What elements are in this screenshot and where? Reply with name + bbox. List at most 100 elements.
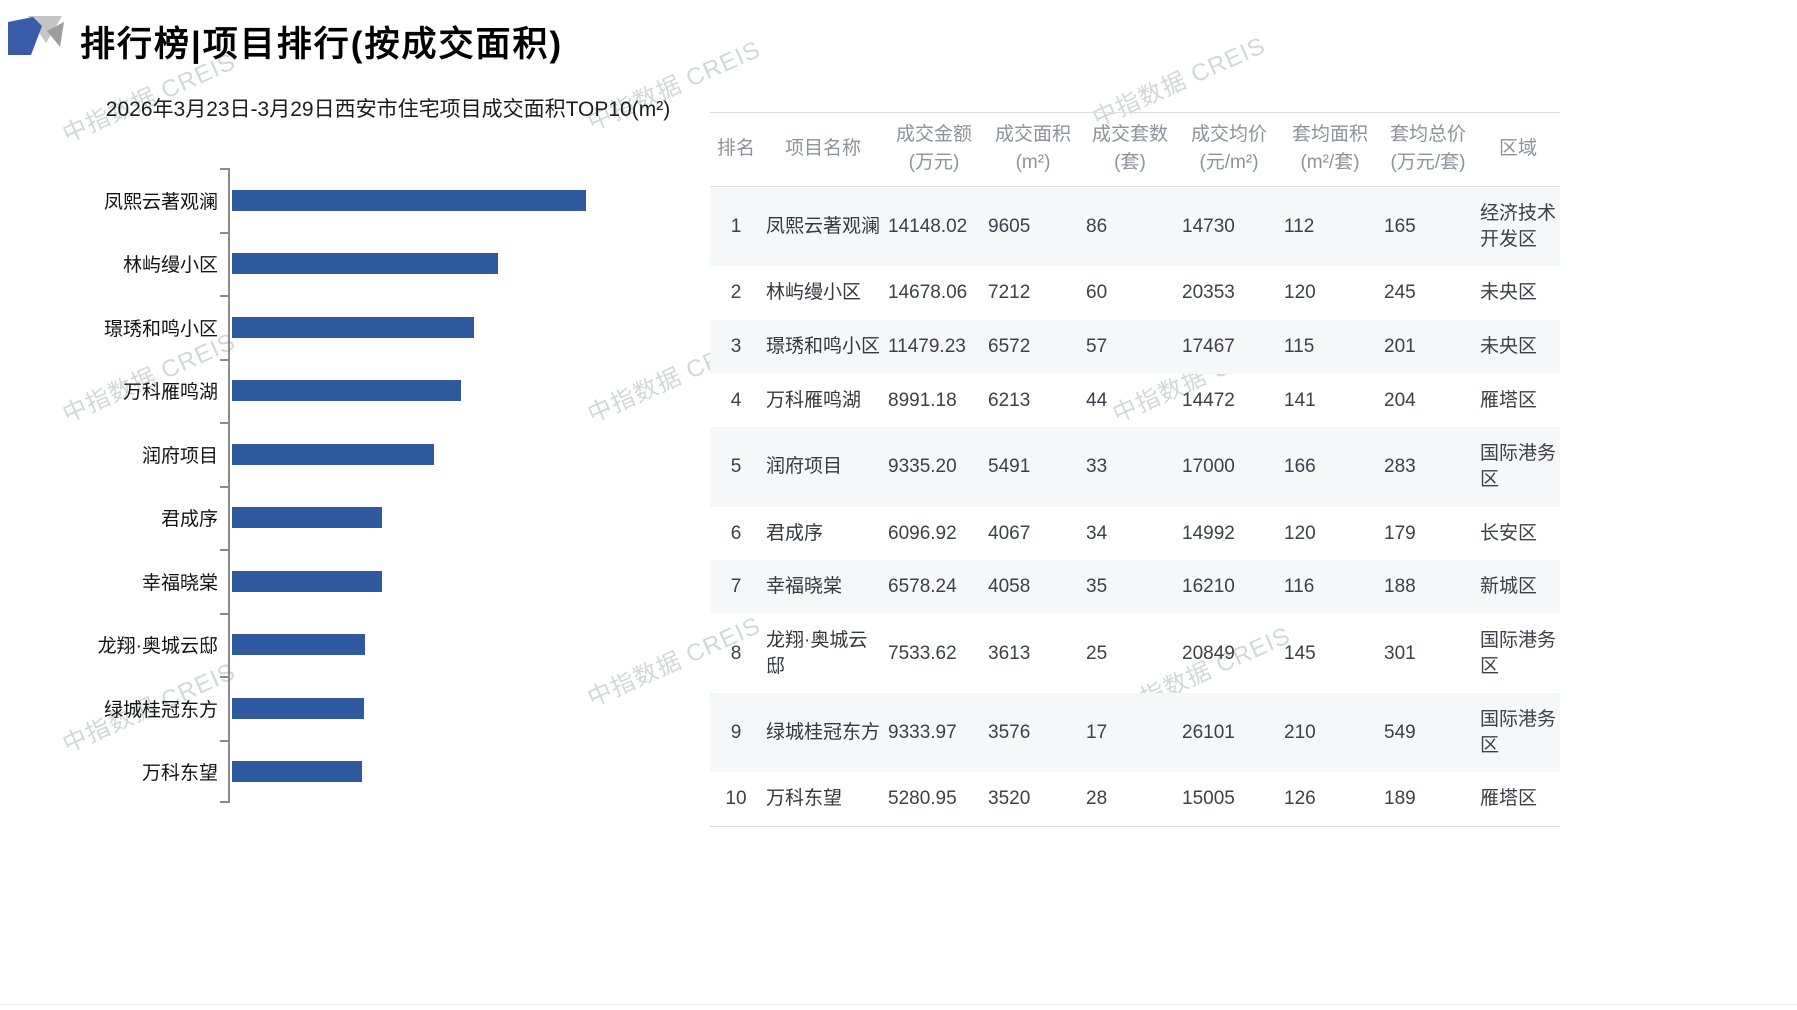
- table-cell: 14148.02: [884, 186, 984, 267]
- table-cell: 8: [730, 642, 742, 664]
- chart-category-row: 万科东望: [68, 740, 708, 804]
- table-row: 6 君成序 6096.92 4067 34 14992 120 179 长安区: [710, 507, 1560, 561]
- bar-track: [232, 380, 586, 402]
- table-cell: 9335.20: [884, 427, 984, 507]
- table-cell: 5: [710, 427, 762, 507]
- chart-category-row: 君成序: [68, 486, 708, 550]
- table-cell: 6572: [984, 320, 1082, 374]
- table-cell: 14730: [1178, 186, 1280, 267]
- chart-plot-area: 凤熙云著观澜 林屿缦小区 璟琇和鸣小区 万科雁鸣湖 润府项目 君成序 幸福晓棠 龙翔·奥城云邸…: [68, 168, 708, 804]
- chart-category-row: 绿城桂冠东方: [68, 676, 708, 740]
- table-cell: 145: [1284, 642, 1316, 664]
- axis-tick: [220, 676, 228, 679]
- table-cell: 凤熙云著观澜: [762, 186, 884, 267]
- creis-logo-icon: [8, 16, 64, 55]
- bar-track: [232, 316, 586, 338]
- table-cell: 1: [710, 186, 762, 267]
- table-row: 5 润府项目 9335.20 5491 33 17000 166 283 国际港务区: [710, 427, 1560, 507]
- table-cell: 14678.06: [888, 282, 968, 304]
- category-label: 万科雁鸣湖: [122, 382, 218, 404]
- table-cell: 龙翔·奥城云邸: [766, 629, 868, 677]
- table-cell: 283: [1380, 427, 1476, 507]
- bar-track: [232, 507, 586, 529]
- table-cell: 11479.23: [884, 320, 984, 374]
- table-header-cell: 排名: [710, 111, 762, 188]
- table-header-cell: 成交均价 (元/m²): [1178, 111, 1280, 188]
- bar: [232, 634, 366, 656]
- table-cell: 9333.97: [884, 693, 984, 773]
- table-cell: 6578.24: [884, 560, 984, 614]
- table-cell: 5280.95: [884, 772, 984, 828]
- category-label: 君成序: [160, 509, 218, 531]
- table-cell: 9605: [984, 186, 1082, 267]
- chart-category-row: 凤熙云著观澜: [68, 168, 708, 232]
- table-cell: 3: [710, 320, 762, 374]
- table-cell: 未央区: [1480, 282, 1538, 304]
- table-cell: 3576: [984, 693, 1082, 773]
- table-cell: 115: [1280, 320, 1380, 374]
- axis-tick: [220, 612, 228, 615]
- table-row: 8 龙翔·奥城云邸 7533.62 3613 25 20849 145 301 国际港务区: [710, 614, 1560, 693]
- page-title: 排行榜|项目排行(按成交面积): [80, 25, 564, 64]
- table-cell: 35: [1082, 560, 1178, 614]
- axis-tick: [220, 549, 228, 552]
- table-cell: 万科东望: [762, 772, 884, 828]
- table-row: 3 璟琇和鸣小区 11479.23 6572 57 17467 115 201 未央区: [710, 320, 1560, 374]
- table-header-cell: 成交面积 (m²): [984, 111, 1082, 188]
- table-cell: 17467: [1178, 320, 1280, 374]
- table-cell: 经济技术开发区: [1476, 186, 1560, 267]
- bar: [232, 507, 382, 529]
- table-cell: 未央区: [1476, 320, 1560, 374]
- table-row: 4 万科雁鸣湖 8991.18 6213 44 14472 141 204 雁塔区: [710, 374, 1560, 428]
- axis-tick: [220, 358, 228, 361]
- table-cell: 165: [1380, 186, 1476, 267]
- table-cell: 长安区: [1480, 522, 1538, 544]
- table-header-cell: 区域: [1476, 111, 1560, 188]
- table-cell: 2: [730, 282, 742, 304]
- table-cell: 林屿缦小区: [766, 282, 862, 304]
- table-cell: 25: [1086, 642, 1108, 664]
- table-header-cell: 成交套数 (套): [1082, 111, 1178, 188]
- table-cell: 绿城桂冠东方: [762, 693, 884, 773]
- table-cell: 116: [1280, 560, 1380, 614]
- table-cell: 301: [1384, 642, 1416, 664]
- table-row: 1 凤熙云著观澜 14148.02 9605 86 14730 112 165 经济技术开发区: [710, 186, 1560, 267]
- table-row: 10 万科东望 5280.95 3520 28 15005 126 189 雁塔区: [710, 772, 1560, 828]
- axis-tick: [220, 485, 228, 488]
- table-cell: 国际港务区: [1476, 427, 1560, 507]
- bar-track: [232, 189, 586, 211]
- ranking-table: 排名 项目名称 成交金额 (万元) 成交面积 (m²) 成交套数 (套) 成交均价 (元/…: [710, 111, 1560, 828]
- table-cell: 7212: [988, 282, 1031, 304]
- table-row: 9 绿城桂冠东方 9333.97 3576 17 26101 210 549 国际港务区: [710, 693, 1560, 773]
- table-header-cell: 成交金额 (万元): [884, 111, 984, 188]
- bar: [232, 380, 461, 402]
- bar-track: [232, 253, 586, 275]
- table-cell: 26101: [1178, 693, 1280, 773]
- table-cell: 17000: [1178, 427, 1280, 507]
- table-cell: 204: [1384, 389, 1416, 411]
- table-cell: 国际港务区: [1476, 693, 1560, 773]
- category-label: 龙翔·奥城云邸: [97, 636, 218, 658]
- bar-track: [232, 634, 586, 656]
- table-cell: 5491: [984, 427, 1082, 507]
- bar: [232, 697, 364, 719]
- axis-tick: [220, 739, 228, 742]
- table-cell: 幸福晓棠: [762, 560, 884, 614]
- axis-tick: [220, 422, 228, 425]
- table-cell: 7533.62: [888, 642, 957, 664]
- table-cell: 20353: [1182, 282, 1235, 304]
- category-label: 幸福晓棠: [141, 572, 218, 594]
- table-cell: 189: [1380, 772, 1476, 828]
- table-header-cell: 套均面积 (m²/套): [1280, 111, 1380, 188]
- table-cell: 210: [1280, 693, 1380, 773]
- table-cell: 20849: [1182, 642, 1235, 664]
- category-label: 璟琇和鸣小区: [103, 318, 218, 340]
- chart-subtitle: 2026年3月23日-3月29日西安市住宅项目成交面积TOP10(m²): [105, 98, 671, 121]
- table-header-row: 排名 项目名称 成交金额 (万元) 成交面积 (m²) 成交套数 (套) 成交均价 (元/…: [710, 111, 1560, 188]
- axis-tick: [220, 801, 228, 804]
- category-label: 万科东望: [141, 763, 218, 785]
- table-cell: 17: [1082, 693, 1178, 773]
- table-row: 7 幸福晓棠 6578.24 4058 35 16210 116 188 新城区: [710, 560, 1560, 614]
- table-header-cell: 项目名称: [762, 111, 884, 188]
